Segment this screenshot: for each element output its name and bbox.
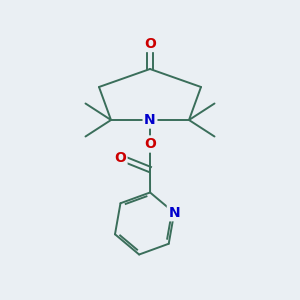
Text: N: N — [168, 206, 180, 220]
Text: O: O — [144, 37, 156, 50]
Text: O: O — [144, 137, 156, 151]
Text: N: N — [144, 113, 156, 127]
Text: O: O — [114, 151, 126, 164]
